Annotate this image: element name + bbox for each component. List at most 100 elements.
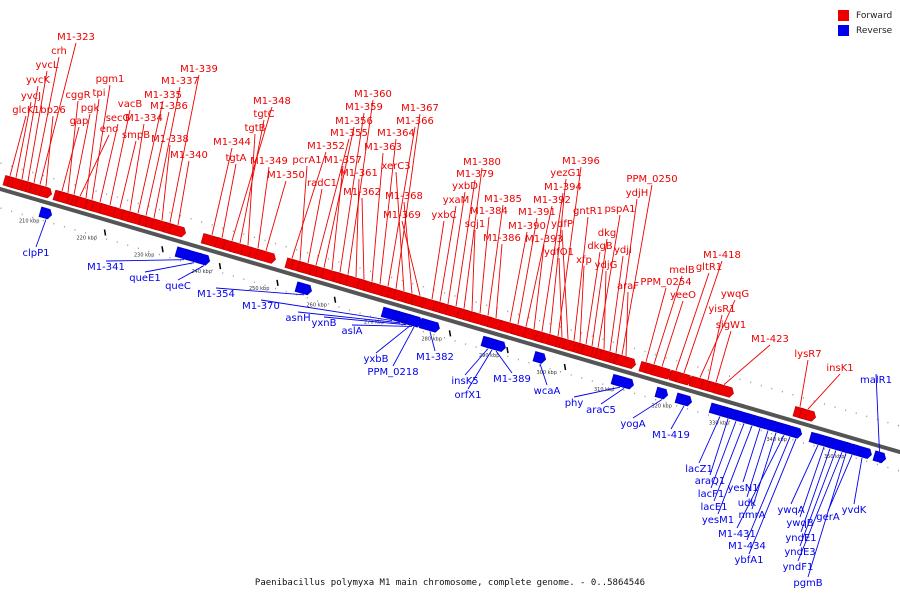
reverse-label-lace1[interactable]: lacE1 — [700, 502, 727, 513]
reverse-label-m1-434[interactable]: M1-434 — [728, 541, 766, 552]
forward-label-insk1[interactable]: insK1 — [826, 363, 853, 374]
reverse-gene-m1-419[interactable] — [674, 392, 693, 407]
forward-label-m1-337[interactable]: M1-337 — [161, 76, 199, 87]
forward-label-m1-392[interactable]: M1-392 — [533, 195, 571, 206]
reverse-label-wcaa[interactable]: wcaA — [534, 386, 561, 397]
forward-label-smpb[interactable]: smpB — [122, 130, 150, 141]
forward-label-dkgb[interactable]: dkgB — [587, 241, 612, 252]
reverse-label-ywqb[interactable]: ywqB — [786, 518, 813, 529]
forward-label-m1-356[interactable]: M1-356 — [335, 116, 373, 127]
reverse-label-ynde1[interactable]: yndE1 — [785, 533, 816, 544]
forward-label-dkg[interactable]: dkg — [598, 228, 617, 239]
forward-label-m1-379[interactable]: M1-379 — [456, 169, 494, 180]
reverse-label-yxbb[interactable]: yxbB — [363, 354, 388, 365]
reverse-label-ywqa[interactable]: ywqA — [777, 505, 804, 516]
forward-label-ydji[interactable]: ydjI — [614, 245, 632, 256]
forward-label-m1-355[interactable]: M1-355 — [330, 128, 368, 139]
reverse-label-araq1[interactable]: araQ1 — [695, 476, 726, 487]
forward-label-m1-394[interactable]: M1-394 — [544, 182, 582, 193]
forward-label-m1-363[interactable]: M1-363 — [364, 142, 402, 153]
forward-label-m1-352[interactable]: M1-352 — [307, 141, 345, 152]
forward-label-yisr1[interactable]: yisR1 — [708, 304, 735, 315]
reverse-label-m1-354[interactable]: M1-354 — [197, 289, 235, 300]
forward-label-melb[interactable]: melB — [669, 265, 695, 276]
reverse-label-quec[interactable]: queC — [165, 281, 191, 292]
forward-label-gltr1[interactable]: gltR1 — [696, 262, 722, 273]
reverse-label-nmra[interactable]: nmrA — [738, 510, 765, 521]
reverse-label-udk[interactable]: udk — [738, 498, 757, 509]
reverse-label-quee1[interactable]: queE1 — [129, 273, 161, 284]
forward-label-m1-359[interactable]: M1-359 — [345, 102, 383, 113]
reverse-label-gera[interactable]: gerA — [816, 512, 840, 523]
forward-label-yezg1[interactable]: yezG1 — [550, 168, 581, 179]
forward-label-m1-391[interactable]: M1-391 — [518, 207, 556, 218]
reverse-label-orfx1[interactable]: orfX1 — [455, 390, 482, 401]
reverse-label-arac5[interactable]: araC5 — [586, 405, 616, 416]
forward-label-m1-423[interactable]: M1-423 — [751, 334, 789, 345]
forward-label-m1-396[interactable]: M1-396 — [562, 156, 600, 167]
forward-label-xfp[interactable]: xfp — [576, 255, 592, 266]
reverse-gene-m1-382[interactable] — [418, 317, 441, 333]
forward-label-crh[interactable]: crh — [51, 46, 67, 57]
forward-label-gap[interactable]: gap — [70, 116, 89, 127]
reverse-label-m1-431[interactable]: M1-431 — [718, 529, 756, 540]
reverse-label-yxnb[interactable]: yxnB — [311, 318, 336, 329]
reverse-label-yoga[interactable]: yogA — [620, 419, 645, 430]
forward-label-m1-350[interactable]: M1-350 — [267, 170, 305, 181]
forward-label-yxbc[interactable]: yxbC — [431, 210, 456, 221]
forward-label-ydjh[interactable]: ydjH — [626, 188, 649, 199]
forward-label-m1-340[interactable]: M1-340 — [170, 150, 208, 161]
forward-label-m1-334[interactable]: M1-334 — [125, 113, 163, 124]
forward-label-m1-393[interactable]: M1-393 — [525, 234, 563, 245]
forward-label-m1-362[interactable]: M1-362 — [343, 187, 381, 198]
forward-label-ydfp[interactable]: ydfP — [551, 219, 573, 230]
forward-label-m1-386[interactable]: M1-386 — [483, 233, 521, 244]
reverse-label-lacf1[interactable]: lacF1 — [698, 489, 725, 500]
reverse-label-malr1[interactable]: malR1 — [860, 375, 892, 386]
forward-label-m1-336[interactable]: M1-336 — [150, 101, 188, 112]
reverse-label-yesn1[interactable]: yesN1 — [727, 483, 758, 494]
forward-gene-insk1[interactable] — [798, 407, 817, 422]
forward-gene-araf[interactable] — [614, 354, 637, 369]
forward-label-m1-344[interactable]: M1-344 — [213, 137, 251, 148]
reverse-gene-arac5[interactable] — [612, 374, 635, 390]
reverse-gene-ybfa1[interactable] — [788, 425, 803, 439]
forward-label-m1-367[interactable]: M1-367 — [401, 103, 439, 114]
forward-label-tgta[interactable]: tgtA — [225, 153, 246, 164]
reverse-label-yesm1[interactable]: yesM1 — [702, 515, 734, 526]
forward-label-glck1[interactable]: glcK1 — [12, 105, 40, 116]
forward-label-m1-360[interactable]: M1-360 — [354, 89, 392, 100]
reverse-label-asnh[interactable]: asnH — [285, 313, 310, 324]
forward-label-tgtc[interactable]: tgtC — [253, 109, 274, 120]
reverse-gene-m1-389[interactable] — [484, 337, 507, 352]
forward-label-yvck[interactable]: yvcK — [26, 75, 50, 86]
forward-label-ywqg[interactable]: ywqG — [721, 289, 749, 300]
forward-label-m1-349[interactable]: M1-349 — [250, 156, 288, 167]
reverse-label-yndf1[interactable]: yndF1 — [783, 562, 814, 573]
forward-label-m1-384[interactable]: M1-384 — [470, 206, 508, 217]
reverse-label-lacz1[interactable]: lacZ1 — [685, 464, 713, 475]
forward-label-araf[interactable]: araF — [617, 281, 639, 292]
reverse-gene-clpp1[interactable] — [38, 206, 53, 220]
forward-label-yxam[interactable]: yxaM — [443, 195, 470, 206]
forward-label-vacb[interactable]: vacB — [118, 99, 143, 110]
forward-gene-m1-423[interactable] — [712, 382, 735, 398]
reverse-gene-yvdk[interactable] — [850, 444, 873, 459]
forward-label-eno[interactable]: eno — [100, 124, 119, 135]
reverse-label-clpp1[interactable]: clpP1 — [22, 248, 49, 259]
forward-label-m1-380[interactable]: M1-380 — [463, 157, 501, 168]
reverse-gene-quec[interactable] — [196, 252, 211, 266]
forward-label-m1-323[interactable]: M1-323 — [57, 32, 95, 43]
forward-label-m1-366[interactable]: M1-366 — [396, 116, 434, 127]
reverse-label-asla[interactable]: aslA — [342, 326, 363, 337]
forward-label-ydjg[interactable]: ydjG — [595, 260, 618, 271]
forward-label-secg[interactable]: secG — [106, 113, 131, 124]
forward-label-pgk[interactable]: pgk — [81, 103, 100, 114]
reverse-label-ppm_0218[interactable]: PPM_0218 — [367, 367, 418, 378]
forward-label-pcra1[interactable]: pcrA1 — [292, 155, 321, 166]
forward-label-m1-368[interactable]: M1-368 — [385, 191, 423, 202]
forward-label-sigw1[interactable]: sigW1 — [716, 320, 747, 331]
forward-gene-bp26[interactable] — [38, 185, 53, 199]
forward-label-m1-339[interactable]: M1-339 — [180, 64, 218, 75]
forward-label-m1-361[interactable]: M1-361 — [340, 168, 378, 179]
